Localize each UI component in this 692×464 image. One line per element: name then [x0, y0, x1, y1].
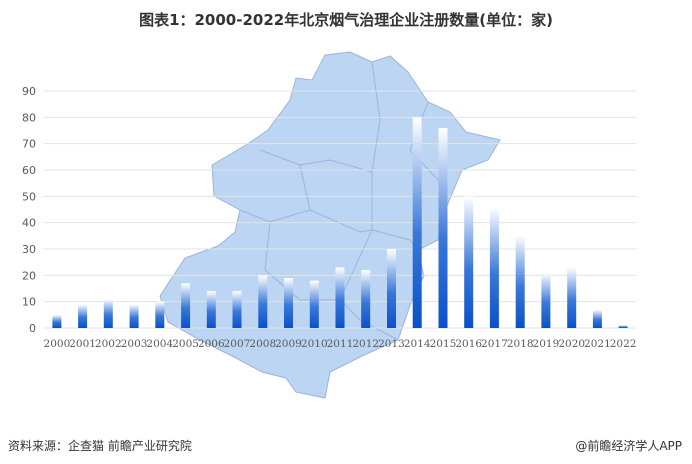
bar-2001	[78, 304, 88, 328]
x-tick-label: 2000	[44, 338, 71, 350]
bar-2011	[335, 267, 345, 328]
y-axis-ticks: 0 10 20 30 40 50 60 70 80 90	[22, 85, 36, 335]
bar-2008	[258, 275, 268, 328]
bar-2003	[129, 304, 139, 328]
x-tick-label: 2011	[327, 338, 354, 350]
brand-note: @前瞻经济学人APP	[575, 439, 682, 453]
x-tick-label: 2007	[224, 338, 251, 350]
bar-2019	[541, 272, 551, 328]
x-tick-label: 2016	[455, 338, 482, 350]
y-tick-label: 50	[22, 190, 36, 203]
bar-2000	[52, 314, 62, 328]
x-tick-label: 2022	[610, 338, 637, 350]
x-tick-label: 2009	[275, 338, 302, 350]
bar-2002	[103, 299, 113, 328]
bar-2022	[618, 325, 628, 328]
bar-2009	[284, 278, 293, 328]
x-tick-label: 2008	[249, 338, 276, 350]
bar-2016	[464, 196, 474, 328]
y-tick-label: 70	[22, 138, 36, 151]
y-gridlines	[44, 90, 636, 329]
y-tick-label: 40	[22, 217, 36, 230]
y-tick-label: 60	[22, 164, 36, 177]
y-tick-label: 10	[22, 296, 36, 309]
bar-2012	[361, 270, 371, 328]
x-tick-label: 2020	[558, 338, 585, 350]
bar-2013	[387, 249, 396, 328]
y-tick-label: 80	[22, 111, 36, 124]
bars	[52, 117, 628, 329]
x-tick-label: 2015	[430, 338, 457, 350]
x-tick-label: 2003	[121, 338, 148, 350]
bar-2004	[155, 301, 165, 328]
y-tick-label: 0	[29, 322, 36, 335]
source-note: 资料来源：企查猫 前瞻产业研究院	[8, 439, 192, 453]
bar-2017	[489, 206, 499, 328]
x-tick-label: 2019	[533, 338, 560, 350]
x-tick-label: 2002	[95, 338, 122, 350]
chart-title: 图表1：2000-2022年北京烟气治理企业注册数量(单位：家)	[139, 11, 553, 29]
bar-2014	[412, 117, 422, 328]
bar-2010	[309, 280, 319, 328]
bar-2020	[567, 267, 577, 328]
x-tick-label: 2013	[378, 338, 405, 350]
map-district-lines	[239, 61, 441, 341]
x-tick-label: 2006	[198, 338, 225, 350]
x-tick-label: 2001	[69, 338, 96, 350]
y-tick-label: 20	[22, 269, 36, 282]
y-tick-label: 30	[22, 243, 36, 256]
x-tick-label: 2012	[352, 338, 379, 350]
x-tick-label: 2010	[301, 338, 328, 350]
bar-2007	[232, 291, 242, 328]
bar-2018	[515, 235, 525, 328]
bar-2015	[438, 127, 448, 329]
y-tick-label: 90	[22, 85, 36, 98]
bar-2021	[592, 309, 602, 328]
x-tick-label: 2004	[146, 338, 173, 350]
x-tick-label: 2021	[584, 338, 611, 350]
x-tick-label: 2017	[481, 338, 508, 350]
x-tick-label: 2014	[404, 338, 431, 350]
bar-2006	[206, 291, 216, 328]
x-tick-label: 2018	[507, 338, 534, 350]
bar-2005	[181, 283, 191, 328]
x-tick-label: 2005	[172, 338, 199, 350]
